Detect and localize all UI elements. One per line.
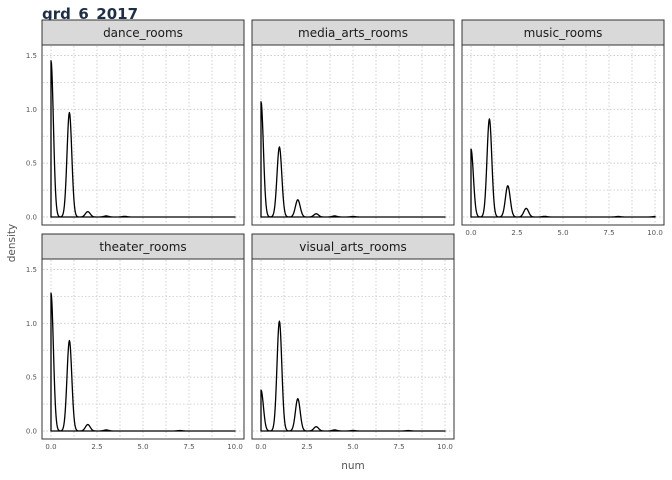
x-tick-label: 10.0 — [437, 443, 453, 451]
x-tick-label: 7.5 — [603, 229, 614, 237]
x-tick-label: 10.0 — [647, 229, 663, 237]
y-tick-label: 0.0 — [26, 428, 37, 436]
facet-strip-label: music_rooms — [524, 26, 603, 40]
facet-strip — [251, 233, 455, 260]
facet-strip — [461, 19, 665, 46]
density-curve-dance-rooms — [50, 60, 236, 218]
x-tick-label: 0.0 — [255, 443, 266, 451]
density-curve-media-arts-rooms — [260, 101, 446, 218]
facet-panel-theater-rooms: theater_rooms 0.0 0.5 1.0 1.5 0.0 2.5 5.0 7.5 10.… — [26, 233, 245, 451]
y-axis-title: density — [6, 224, 18, 263]
x-tick-label: 5.0 — [137, 443, 148, 451]
facet-strip-label: media_arts_rooms — [298, 26, 408, 40]
density-curve-visual-arts-rooms — [260, 320, 446, 432]
x-axis-title: num — [341, 460, 365, 472]
density-curve-music-rooms — [470, 118, 656, 218]
facet-strip — [41, 19, 245, 46]
facet-strip-label: dance_rooms — [103, 26, 183, 40]
facet-panel-media-arts-rooms: media_arts_rooms — [251, 19, 455, 226]
x-tick-label: 5.0 — [347, 443, 358, 451]
x-tick-label: 2.5 — [91, 443, 102, 451]
y-tick-label: 1.5 — [26, 266, 37, 274]
y-tick-label: 1.5 — [26, 52, 37, 60]
y-tick-label: 1.0 — [26, 320, 37, 328]
x-tick-label: 0.0 — [465, 229, 476, 237]
x-tick-label: 7.5 — [393, 443, 404, 451]
facet-panel-dance-rooms: dance_rooms 0.0 0.5 1.0 1.5 — [26, 19, 245, 226]
facet-strip-label: theater_rooms — [99, 240, 186, 254]
y-tick-label: 0.5 — [26, 160, 37, 168]
y-tick-label: 0.0 — [26, 214, 37, 222]
facet-strip-label: visual_arts_rooms — [299, 240, 407, 254]
x-tick-label: 5.0 — [557, 229, 568, 237]
y-tick-label: 0.5 — [26, 374, 37, 382]
facet-panel-music-rooms: music_rooms 0.0 2.5 5.0 7.5 10.0 — [461, 19, 665, 237]
x-tick-label: 2.5 — [511, 229, 522, 237]
x-tick-label: 0.0 — [45, 443, 56, 451]
chart-title: grd_6_2017 — [42, 5, 139, 23]
x-tick-label: 7.5 — [183, 443, 194, 451]
facet-panel-visual-arts-rooms: visual_arts_rooms 0.0 2.5 5.0 7.5 10.0 — [251, 233, 455, 451]
density-curve-theater-rooms — [50, 292, 236, 432]
x-tick-label: 2.5 — [301, 443, 312, 451]
x-tick-label: 10.0 — [227, 443, 243, 451]
y-tick-label: 1.0 — [26, 106, 37, 114]
facet-strip — [41, 233, 245, 260]
